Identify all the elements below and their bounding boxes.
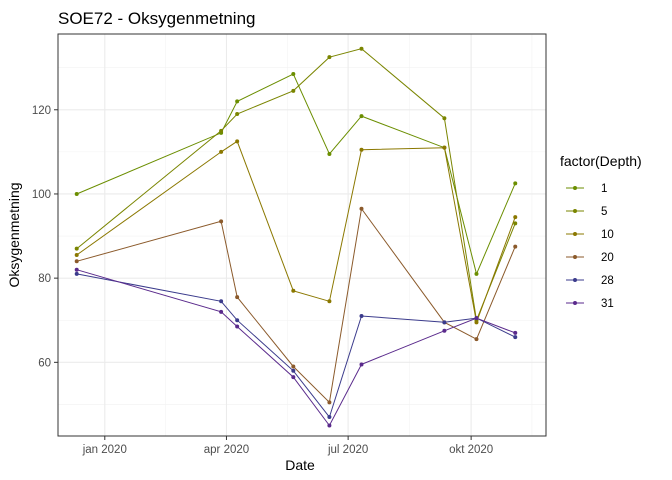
data-point-depth-10: [442, 145, 447, 150]
legend-label-depth-1: 1: [601, 183, 607, 195]
data-point-depth-31: [74, 267, 79, 272]
data-point-depth-31: [235, 324, 240, 329]
x-axis-title: Date: [285, 457, 315, 473]
legend-title: factor(Depth): [560, 153, 642, 169]
data-point-depth-20: [219, 219, 224, 224]
data-point-depth-31: [442, 328, 447, 333]
data-point-depth-10: [513, 215, 518, 220]
data-point-depth-10: [359, 147, 364, 152]
data-point-depth-1: [74, 191, 79, 196]
legend-key-point: [573, 255, 577, 259]
data-point-depth-31: [474, 316, 479, 321]
data-point-depth-5: [235, 111, 240, 116]
data-point-depth-20: [291, 364, 296, 369]
grid-minor: [58, 34, 546, 436]
y-axis-title: Oksygenmetning: [6, 182, 22, 287]
data-point-depth-28: [235, 318, 240, 323]
legend-label-depth-5: 5: [601, 206, 607, 218]
data-point-depth-10: [235, 139, 240, 144]
data-point-depth-28: [291, 368, 296, 373]
data-point-depth-5: [219, 128, 224, 133]
data-point-depth-1: [235, 99, 240, 104]
legend-label-depth-10: 10: [601, 229, 614, 241]
data-point-depth-10: [219, 149, 224, 154]
data-point-depth-31: [291, 375, 296, 380]
chart-title: SOE72 - Oksygenmetning: [58, 9, 255, 28]
legend: factor(Depth) 1 5 10 20 28 31: [560, 153, 642, 310]
data-point-depth-31: [513, 330, 518, 335]
data-point-depth-28: [74, 271, 79, 276]
plot-border: [57, 33, 547, 437]
data-point-depth-31: [327, 423, 332, 428]
data-point-depth-31: [359, 362, 364, 367]
data-point-depth-5: [327, 55, 332, 60]
data-point-depth-20: [474, 337, 479, 342]
data-point-depth-1: [291, 71, 296, 76]
data-point-depth-10: [74, 252, 79, 257]
data-point-depth-1: [327, 151, 332, 156]
data-point-depth-28: [513, 335, 518, 340]
data-point-depth-20: [74, 259, 79, 264]
legend-key-point: [573, 232, 577, 236]
series-points: [74, 46, 518, 428]
data-point-depth-28: [359, 314, 364, 319]
x-axis: jan 2020 apr 2020 jul 2020 okt 2020: [82, 436, 493, 456]
x-tick-label: jul 2020: [327, 444, 368, 456]
data-point-depth-1: [359, 114, 364, 119]
data-point-depth-1: [513, 181, 518, 186]
data-point-depth-10: [474, 320, 479, 325]
data-point-depth-1: [474, 271, 479, 276]
data-point-depth-28: [327, 415, 332, 420]
data-point-depth-5: [513, 221, 518, 226]
data-point-depth-5: [442, 116, 447, 121]
data-point-depth-20: [513, 244, 518, 249]
legend-key-point: [573, 209, 577, 213]
y-tick-label: 100: [32, 189, 51, 201]
y-axis: 60 80 100 120: [32, 105, 58, 369]
x-tick-label: jan 2020: [82, 444, 127, 456]
data-point-depth-5: [74, 246, 79, 251]
y-tick-label: 60: [38, 357, 51, 369]
legend-items: 1 5 10 20 28 31: [566, 183, 614, 310]
legend-label-depth-20: 20: [601, 252, 614, 264]
legend-key-point: [573, 186, 577, 190]
data-point-depth-20: [235, 295, 240, 300]
x-tick-label: apr 2020: [204, 444, 249, 456]
legend-key-point: [573, 278, 577, 282]
legend-label-depth-31: 31: [601, 298, 614, 310]
data-point-depth-28: [219, 299, 224, 304]
y-tick-label: 120: [32, 105, 51, 117]
data-point-depth-10: [327, 299, 332, 304]
data-point-depth-20: [327, 400, 332, 405]
data-point-depth-31: [219, 309, 224, 314]
data-point-depth-5: [359, 46, 364, 51]
legend-label-depth-28: 28: [601, 275, 614, 287]
x-tick-label: okt 2020: [449, 444, 493, 456]
y-tick-label: 80: [38, 273, 51, 285]
plot-panel: [58, 34, 546, 436]
legend-key-point: [573, 301, 577, 305]
data-point-depth-10: [291, 288, 296, 293]
data-point-depth-5: [291, 88, 296, 93]
data-point-depth-20: [359, 206, 364, 211]
data-point-depth-28: [442, 320, 447, 325]
